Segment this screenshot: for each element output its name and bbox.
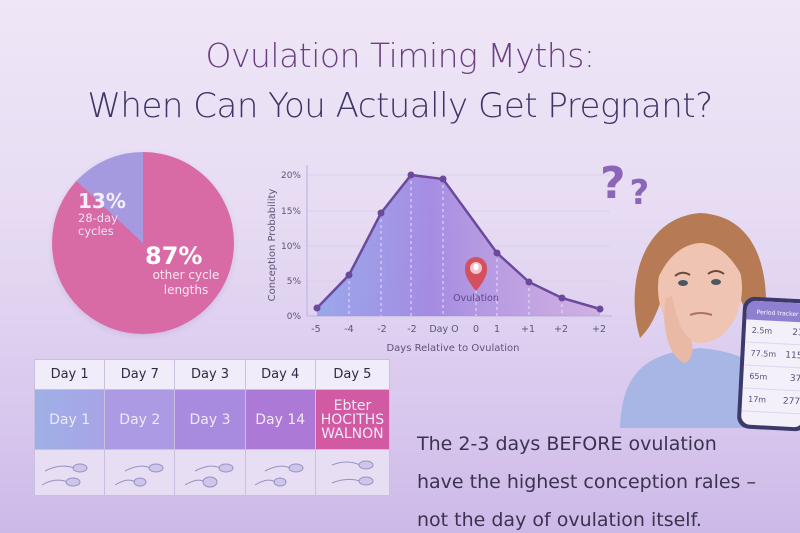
table-band-cell: Day 14 — [244, 389, 316, 450]
y-tick: 15% — [281, 207, 301, 217]
x-tick: -4 — [344, 324, 353, 335]
table-band-cell: Day 3 — [174, 389, 246, 450]
ovulation-annotation: Ovulation — [453, 293, 499, 304]
table-header-cell: Day 5 — [314, 359, 391, 390]
sperm-icon — [174, 449, 246, 496]
key-takeaway-caption: The 2-3 days BEFORE ovulation have the h… — [417, 425, 797, 533]
x-tick: Day O — [429, 324, 458, 335]
y-tick: 5% — [287, 277, 302, 287]
caption-line: not the day of ovulation itself. — [417, 509, 702, 531]
question-marks-icon: ?? — [600, 158, 650, 213]
pie-label-line: cycles — [78, 224, 114, 238]
x-tick: +2 — [592, 324, 606, 335]
caption-line: have the highest conception rales – — [417, 471, 756, 493]
area-fill — [317, 175, 600, 316]
pie-label-line: 28-day — [78, 211, 118, 225]
pie-label-line: other cycle — [152, 268, 220, 282]
table-band-cell: Day 2 — [104, 389, 176, 450]
cycle-day-table: Day 1 Day 7 Day 3 Day 4 Day 5 Day 1 Day … — [33, 359, 391, 496]
pie-label-line: lengths — [163, 283, 209, 297]
table-header-cell: Day 4 — [244, 359, 316, 390]
y-tick: 10% — [281, 242, 301, 252]
y-tick: 0% — [287, 312, 302, 322]
x-tick: 1 — [494, 324, 500, 335]
phone-row: 77.5m 115 — [743, 342, 800, 369]
sperm-icon — [244, 449, 316, 496]
table-band-cell: Day 1 — [33, 389, 106, 450]
pie-slice-13-label: 28-day cycles — [78, 212, 138, 238]
pie-slice-87-label: other cycle lengths — [136, 268, 236, 298]
x-tick: 0 — [473, 324, 479, 335]
ovulation-pin-icon — [465, 257, 487, 291]
conception-probability-chart: Ovulation 0% 5% 10% 15% 20% Conception P… — [260, 160, 620, 360]
sperm-icon — [104, 449, 176, 496]
period-tracker-phone: Period tracker 2.5m 23 77.5m 115 65m 37 17m… — [736, 296, 800, 432]
sperm-icon — [33, 449, 106, 496]
phone-row: 65m 37 — [742, 365, 800, 392]
phone-screen: Period tracker 2.5m 23 77.5m 115 65m 37 17m… — [740, 300, 800, 428]
y-axis-label: Conception Probability — [267, 189, 278, 302]
pie-slice-13-value: 13% — [78, 189, 126, 213]
table-header-cell: Day 1 — [33, 359, 106, 390]
caption-line: The 2-3 days BEFORE ovulation — [417, 433, 717, 455]
x-tick: -5 — [311, 324, 320, 335]
x-tick: +1 — [521, 324, 535, 335]
phone-row: 2.5m 23 — [745, 319, 800, 346]
x-tick: +2 — [554, 324, 568, 335]
y-tick: 20% — [281, 171, 301, 181]
x-tick: -2 — [377, 324, 386, 335]
table-header-cell: Day 7 — [104, 359, 176, 390]
pie-slice-87-value: 87% — [145, 242, 203, 270]
phone-row: 17m 277 — [741, 388, 800, 415]
table-header-cell: Day 3 — [174, 359, 246, 390]
cycle-length-pie-chart — [52, 152, 234, 334]
title-line-1: Ovulation Timing Myths: — [205, 36, 595, 75]
title-line-2: When Can You Actually Get Pregnant? — [87, 86, 713, 126]
x-axis-label: Days Relative to Ovulation — [386, 343, 519, 354]
x-tick: -2 — [407, 324, 416, 335]
table-band-cell-highlight: Ebter HOCITHS WALNON — [314, 389, 391, 450]
sperm-icon — [314, 449, 391, 496]
data-points — [313, 171, 604, 313]
